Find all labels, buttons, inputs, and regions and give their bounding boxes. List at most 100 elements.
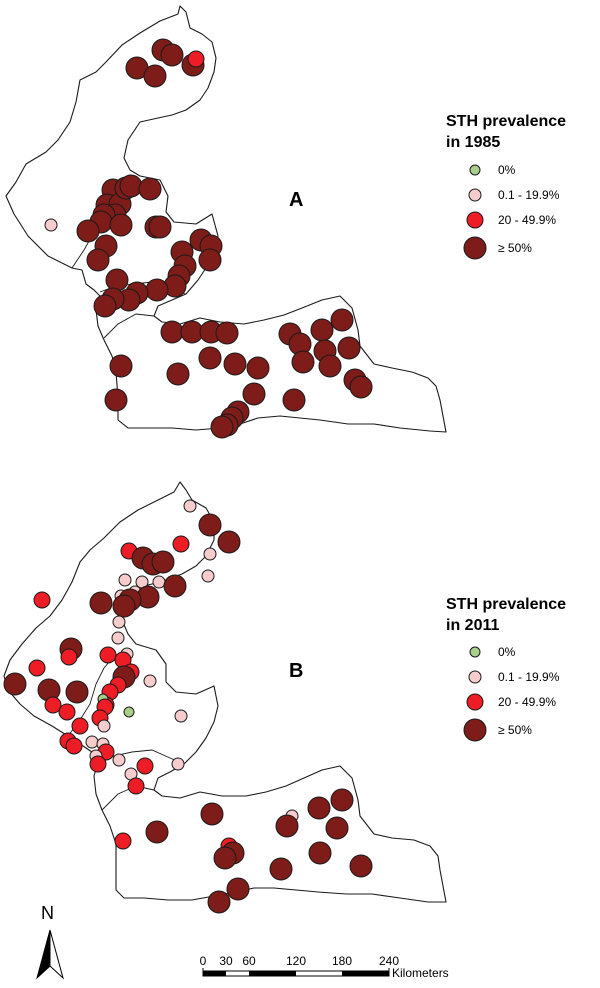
scale-tick-label: 60	[242, 954, 256, 968]
legend-a-swatch	[468, 188, 482, 202]
site-marker-b	[200, 802, 224, 826]
site-marker-a	[166, 362, 190, 386]
site-marker-a	[145, 278, 169, 302]
site-marker-b	[151, 550, 175, 574]
site-marker-a	[198, 346, 222, 370]
site-marker-a	[215, 321, 239, 345]
site-marker-b	[174, 709, 188, 723]
site-marker-a	[109, 213, 133, 237]
site-marker-b	[85, 735, 99, 749]
legend-b-label: 0.1 - 19.9%	[498, 670, 560, 684]
legend-title-a: in 1985	[446, 134, 500, 151]
scale-unit: Kilometers	[392, 966, 449, 980]
legend-title-a: STH prevalence	[446, 113, 566, 130]
legend-a-label: 0%	[498, 163, 516, 177]
site-marker-a	[223, 352, 247, 376]
site-markers-a	[44, 38, 373, 439]
site-marker-b	[349, 854, 373, 878]
legend-b-label: 20 - 49.9%	[498, 695, 556, 709]
district-boundary-b	[101, 785, 155, 811]
legend-a-label: 0.1 - 19.9%	[498, 188, 560, 202]
site-marker-b	[213, 846, 237, 870]
site-marker-b	[226, 877, 250, 901]
site-marker-a	[119, 174, 143, 198]
site-marker-b	[330, 788, 354, 812]
site-marker-a	[109, 354, 133, 378]
site-markers-b	[3, 499, 373, 914]
site-marker-a	[86, 248, 110, 272]
north-arrow-icon: N	[36, 903, 64, 980]
legend-a-swatch	[466, 211, 484, 229]
site-marker-a	[282, 388, 306, 412]
legend-a-swatch	[469, 164, 481, 176]
scale-tick-label: 120	[286, 954, 306, 968]
site-marker-b	[71, 717, 89, 735]
site-marker-b	[307, 796, 331, 820]
site-marker-a	[330, 308, 354, 332]
site-marker-b	[183, 499, 197, 513]
site-marker-b	[99, 646, 117, 664]
site-marker-a	[44, 218, 58, 232]
site-marker-b	[60, 648, 78, 666]
scale-bar: 0 30 60 120 180 240 Kilometers	[200, 954, 449, 980]
site-marker-a	[104, 388, 128, 412]
site-marker-b	[114, 832, 132, 850]
legend-b: 0% 0.1 - 19.9% 20 - 49.9% ≥ 50%	[463, 645, 560, 742]
site-marker-b	[269, 857, 293, 881]
legend-a-label: 20 - 49.9%	[498, 213, 556, 227]
site-marker-b	[44, 696, 62, 714]
legend-b-label: 0%	[498, 645, 516, 659]
site-marker-b	[171, 757, 185, 771]
site-marker-b	[143, 674, 157, 688]
site-marker-a	[105, 268, 129, 292]
site-marker-a	[143, 64, 167, 88]
site-marker-a	[160, 320, 184, 344]
site-marker-b	[3, 672, 27, 696]
site-marker-b	[145, 820, 169, 844]
scale-tick-label: 0	[200, 954, 207, 968]
legend-a-label: ≥ 50%	[498, 241, 532, 255]
scale-tick-label: 30	[219, 954, 233, 968]
north-label: N	[41, 903, 54, 923]
site-marker-a	[318, 354, 342, 378]
site-marker-a	[310, 318, 334, 342]
site-marker-b	[118, 573, 132, 587]
site-marker-b	[28, 659, 46, 677]
site-marker-b	[201, 569, 215, 583]
district-boundary-a	[103, 313, 155, 339]
legend-b-swatch	[469, 646, 481, 658]
site-marker-b	[217, 530, 241, 554]
scale-tick-labels: 0 30 60 120 180 240	[200, 954, 400, 968]
site-marker-a	[349, 375, 373, 399]
site-marker-b	[203, 547, 217, 561]
site-marker-b	[172, 535, 190, 553]
legend-b-swatch	[468, 670, 482, 684]
legend-a-swatch	[463, 236, 487, 260]
site-marker-b	[97, 719, 111, 733]
site-marker-a	[198, 248, 222, 272]
site-marker-a	[210, 415, 234, 439]
legend-b-swatch	[466, 693, 484, 711]
site-marker-b	[127, 777, 145, 795]
site-marker-b	[112, 753, 126, 767]
site-marker-a	[160, 43, 184, 67]
site-marker-a	[337, 336, 361, 360]
panel-a-map: A STH prevalence in 1985 0% 0.1 - 19.9% 20…	[5, 5, 566, 439]
legend-b-swatch	[463, 718, 487, 742]
scale-tick-label: 240	[379, 954, 399, 968]
legend-a: 0% 0.1 - 19.9% 20 - 49.9% ≥ 50%	[463, 163, 560, 260]
site-marker-a	[291, 350, 315, 374]
site-marker-a	[187, 50, 205, 68]
scale-tick-label: 180	[332, 954, 352, 968]
site-marker-a	[148, 215, 172, 239]
site-marker-b	[163, 574, 187, 598]
site-marker-b	[33, 591, 51, 609]
site-marker-b	[58, 703, 76, 721]
panel-letter-b: B	[289, 660, 303, 682]
panel-letter-a: A	[289, 189, 303, 211]
site-marker-b	[136, 757, 154, 775]
legend-title-b: in 2011	[446, 617, 499, 634]
site-marker-b	[89, 755, 107, 773]
